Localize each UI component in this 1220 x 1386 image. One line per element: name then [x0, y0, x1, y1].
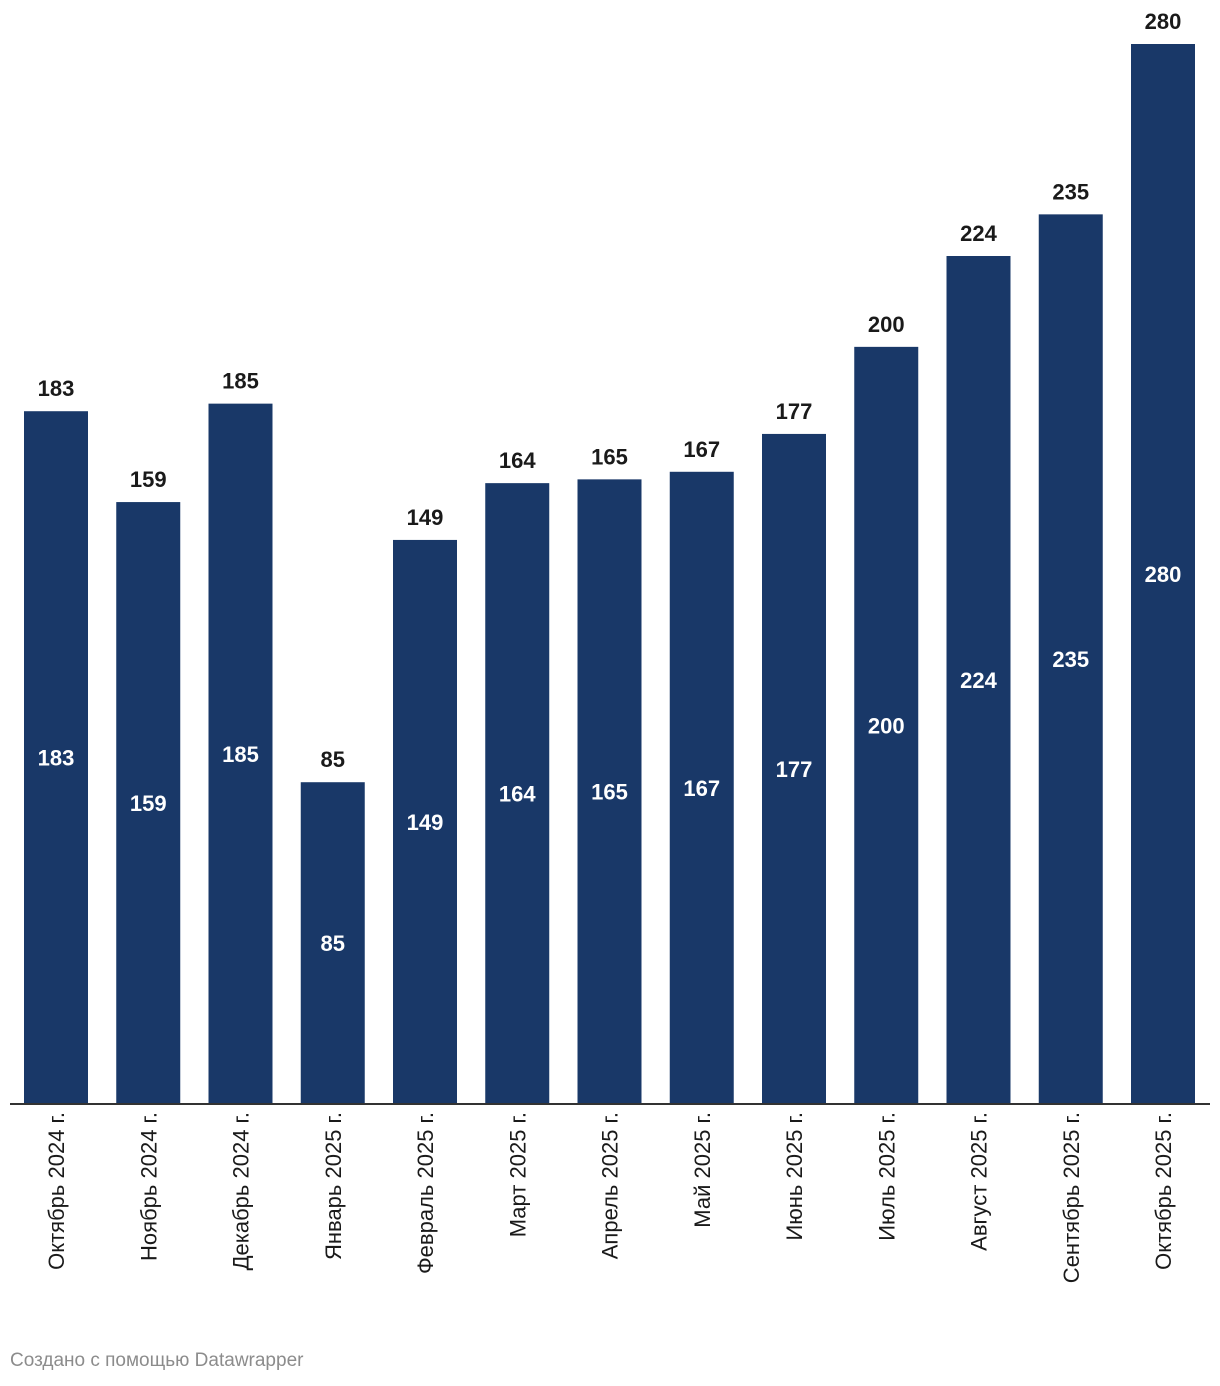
bar-value-label-top: 159 — [130, 467, 167, 492]
bar — [485, 483, 550, 1104]
bar-value-label-top: 183 — [38, 376, 75, 401]
x-tick-label: Ноябрь 2024 г. — [136, 1112, 161, 1261]
credit-text: Создано с помощью Datawrapper — [10, 1350, 304, 1371]
bar-value-label-top: 224 — [960, 221, 997, 246]
bar — [762, 433, 826, 1104]
x-tick-label: Январь 2025 г. — [321, 1112, 346, 1260]
value-labels-group: 183 183 159 159 185 185 85 85 149 149 164 164 165 165… — [38, 9, 1182, 956]
bar-value-label-top: 200 — [868, 312, 905, 337]
bar-value-label-top: 165 — [591, 444, 628, 469]
x-tick-label: Май 2025 г. — [690, 1112, 715, 1228]
bar — [577, 479, 642, 1104]
bar-value-label-inside: 165 — [591, 780, 628, 805]
bar — [669, 471, 734, 1104]
bar — [854, 346, 919, 1104]
bar-value-label-top: 167 — [683, 437, 720, 462]
x-tick-labels-group: Октябрь 2024 г. Ноябрь 2024 г. Декабрь 202… — [44, 1112, 1176, 1283]
bar-value-label-inside: 177 — [776, 757, 813, 782]
bar — [1038, 214, 1103, 1105]
bar — [946, 256, 1011, 1104]
x-tick-label: Февраль 2025 г. — [413, 1112, 438, 1274]
bar — [24, 411, 88, 1105]
x-tick-label: Март 2025 г. — [505, 1112, 530, 1237]
bar — [1131, 44, 1195, 1104]
bar-value-label-top: 235 — [1052, 179, 1089, 204]
bar-value-label-inside: 183 — [38, 746, 75, 771]
bar-value-label-top: 185 — [222, 369, 259, 394]
bar-value-label-inside: 167 — [683, 776, 720, 801]
bar-value-label-inside: 185 — [222, 742, 259, 767]
bar-value-label-inside: 280 — [1145, 562, 1182, 587]
bar-value-label-inside: 200 — [868, 713, 905, 738]
bar — [208, 403, 273, 1104]
bar — [116, 502, 181, 1104]
bar-value-label-inside: 235 — [1052, 647, 1089, 672]
bars-group — [24, 44, 1195, 1105]
x-tick-label: Сентябрь 2025 г. — [1059, 1112, 1084, 1283]
x-tick-label: Август 2025 г. — [967, 1112, 992, 1251]
bar-value-label-inside: 159 — [130, 791, 167, 816]
x-tick-label: Июль 2025 г. — [874, 1112, 899, 1241]
bar-value-label-top: 85 — [321, 747, 345, 772]
x-tick-label: Октябрь 2025 г. — [1151, 1112, 1176, 1270]
bar — [393, 539, 457, 1104]
bar-value-label-inside: 164 — [499, 782, 536, 807]
bar-value-label-inside: 85 — [321, 931, 345, 956]
x-tick-label: Апрель 2025 г. — [598, 1112, 623, 1259]
bar-value-label-inside: 224 — [960, 668, 997, 693]
bar — [300, 782, 365, 1104]
x-tick-label: Декабрь 2024 г. — [229, 1112, 254, 1270]
bar-value-label-top: 149 — [407, 505, 444, 530]
bar-value-label-inside: 149 — [407, 810, 444, 835]
x-tick-label: Июнь 2025 г. — [782, 1112, 807, 1241]
bar-value-label-top: 164 — [499, 448, 536, 473]
x-tick-label: Октябрь 2024 г. — [44, 1112, 69, 1270]
bar-value-label-top: 280 — [1145, 9, 1182, 34]
bar-chart: 183 183 159 159 185 185 85 85 149 149 164 164 165 165… — [10, 9, 1210, 1283]
bar-value-label-top: 177 — [776, 399, 813, 424]
